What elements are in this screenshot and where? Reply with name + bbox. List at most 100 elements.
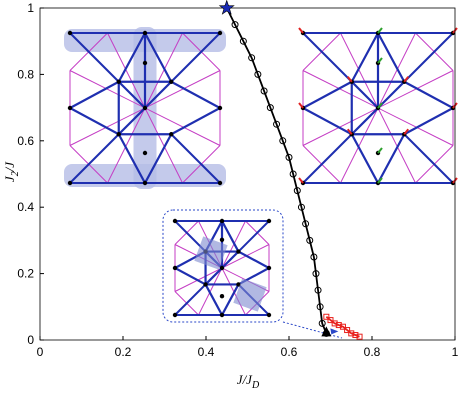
lattice-bond (170, 133, 221, 184)
spin-arrow (377, 177, 383, 184)
lattice-site (236, 249, 241, 254)
plot-frame (39, 7, 456, 341)
point (302, 220, 310, 228)
y-tick-label: 0 (27, 333, 34, 347)
point (335, 322, 342, 329)
spin-arrow (403, 128, 410, 135)
lattice-site (266, 218, 272, 224)
point (352, 332, 359, 339)
lattice-site (219, 218, 225, 224)
spin-arrow (403, 76, 410, 83)
lattice-site (142, 30, 148, 36)
y-tick-label: 0.4 (17, 200, 34, 214)
y-tick-label: 0.2 (17, 267, 34, 281)
point (273, 120, 281, 128)
point (297, 203, 305, 211)
point (239, 37, 247, 45)
point (331, 320, 338, 327)
y-tick-label: 0.8 (17, 67, 34, 81)
x-tick-label: 0.2 (115, 345, 132, 359)
point (248, 54, 256, 62)
x-tick-label: 0.4 (198, 345, 215, 359)
inset-frame (162, 209, 284, 323)
point (266, 104, 274, 112)
lattice-site (67, 30, 73, 36)
lattice-site (142, 180, 148, 186)
point (312, 270, 320, 278)
pointer-head (330, 328, 339, 335)
lattice-bond (170, 32, 221, 83)
lattice-site (203, 282, 208, 287)
lattice-site (67, 180, 73, 186)
lattice-site (219, 265, 225, 271)
lattice-site (219, 237, 225, 242)
x-tick-label: 1 (452, 345, 459, 359)
lattice (64, 27, 226, 189)
y-label-sub: 2 (10, 171, 21, 176)
lattice-site (169, 132, 174, 137)
lattice-site (169, 79, 174, 84)
lattice-bond (302, 133, 353, 184)
x-tick-label: 0 (37, 345, 44, 359)
x-label-sub: D (251, 380, 260, 391)
y-label-main: J (2, 175, 17, 182)
point (318, 319, 326, 327)
lattice-site (217, 30, 223, 36)
spin-arrow (346, 128, 353, 135)
y-label-rest: /J (2, 161, 17, 173)
point (254, 70, 262, 78)
spin-arrow (377, 27, 383, 34)
point (323, 313, 330, 320)
point (344, 327, 351, 334)
point (306, 236, 314, 244)
inset-shade (194, 236, 228, 270)
point (348, 330, 355, 337)
spin-arrow (298, 27, 304, 34)
point (293, 187, 301, 195)
lattice-site (142, 150, 148, 156)
point (279, 137, 287, 145)
lattice-site (217, 105, 223, 111)
lattice-site (116, 79, 121, 84)
spin-arrow (377, 57, 383, 64)
lattice (298, 27, 458, 186)
x-label-main: J/J (237, 372, 253, 387)
lattice-bond (69, 133, 120, 184)
y-tick-label: 0.6 (17, 134, 34, 148)
x-tick-label: 0.6 (281, 345, 298, 359)
lattice-site (266, 312, 272, 318)
lattice-site (142, 60, 148, 66)
lattice-site (172, 312, 178, 318)
lattice-site (172, 265, 178, 271)
y-axis-label: J2/J (2, 161, 21, 182)
point (356, 333, 363, 340)
lattice-site (266, 265, 272, 271)
lattice-site (67, 105, 73, 111)
lattice-bond (403, 133, 454, 184)
spin-arrow (346, 76, 353, 83)
star-marker (218, 0, 235, 15)
spin-arrow (377, 147, 383, 154)
lattice-bond (302, 32, 353, 83)
x-axis-label: J/JD (237, 372, 260, 391)
point (327, 317, 334, 324)
triangle-marker (321, 326, 332, 337)
lattice-site (172, 218, 178, 224)
point (314, 286, 322, 294)
spin-arrow (298, 102, 304, 109)
point (310, 253, 318, 261)
point (316, 303, 324, 311)
lattice-site (217, 180, 223, 186)
lattice-bond (403, 32, 454, 83)
point (289, 170, 297, 178)
lattice-site (219, 312, 225, 318)
point (285, 153, 293, 161)
lattice-site (142, 105, 148, 111)
point (231, 21, 239, 29)
lattice-bond (174, 283, 207, 316)
series-line (225, 7, 328, 334)
point (339, 323, 346, 330)
lattice-site (116, 132, 121, 137)
